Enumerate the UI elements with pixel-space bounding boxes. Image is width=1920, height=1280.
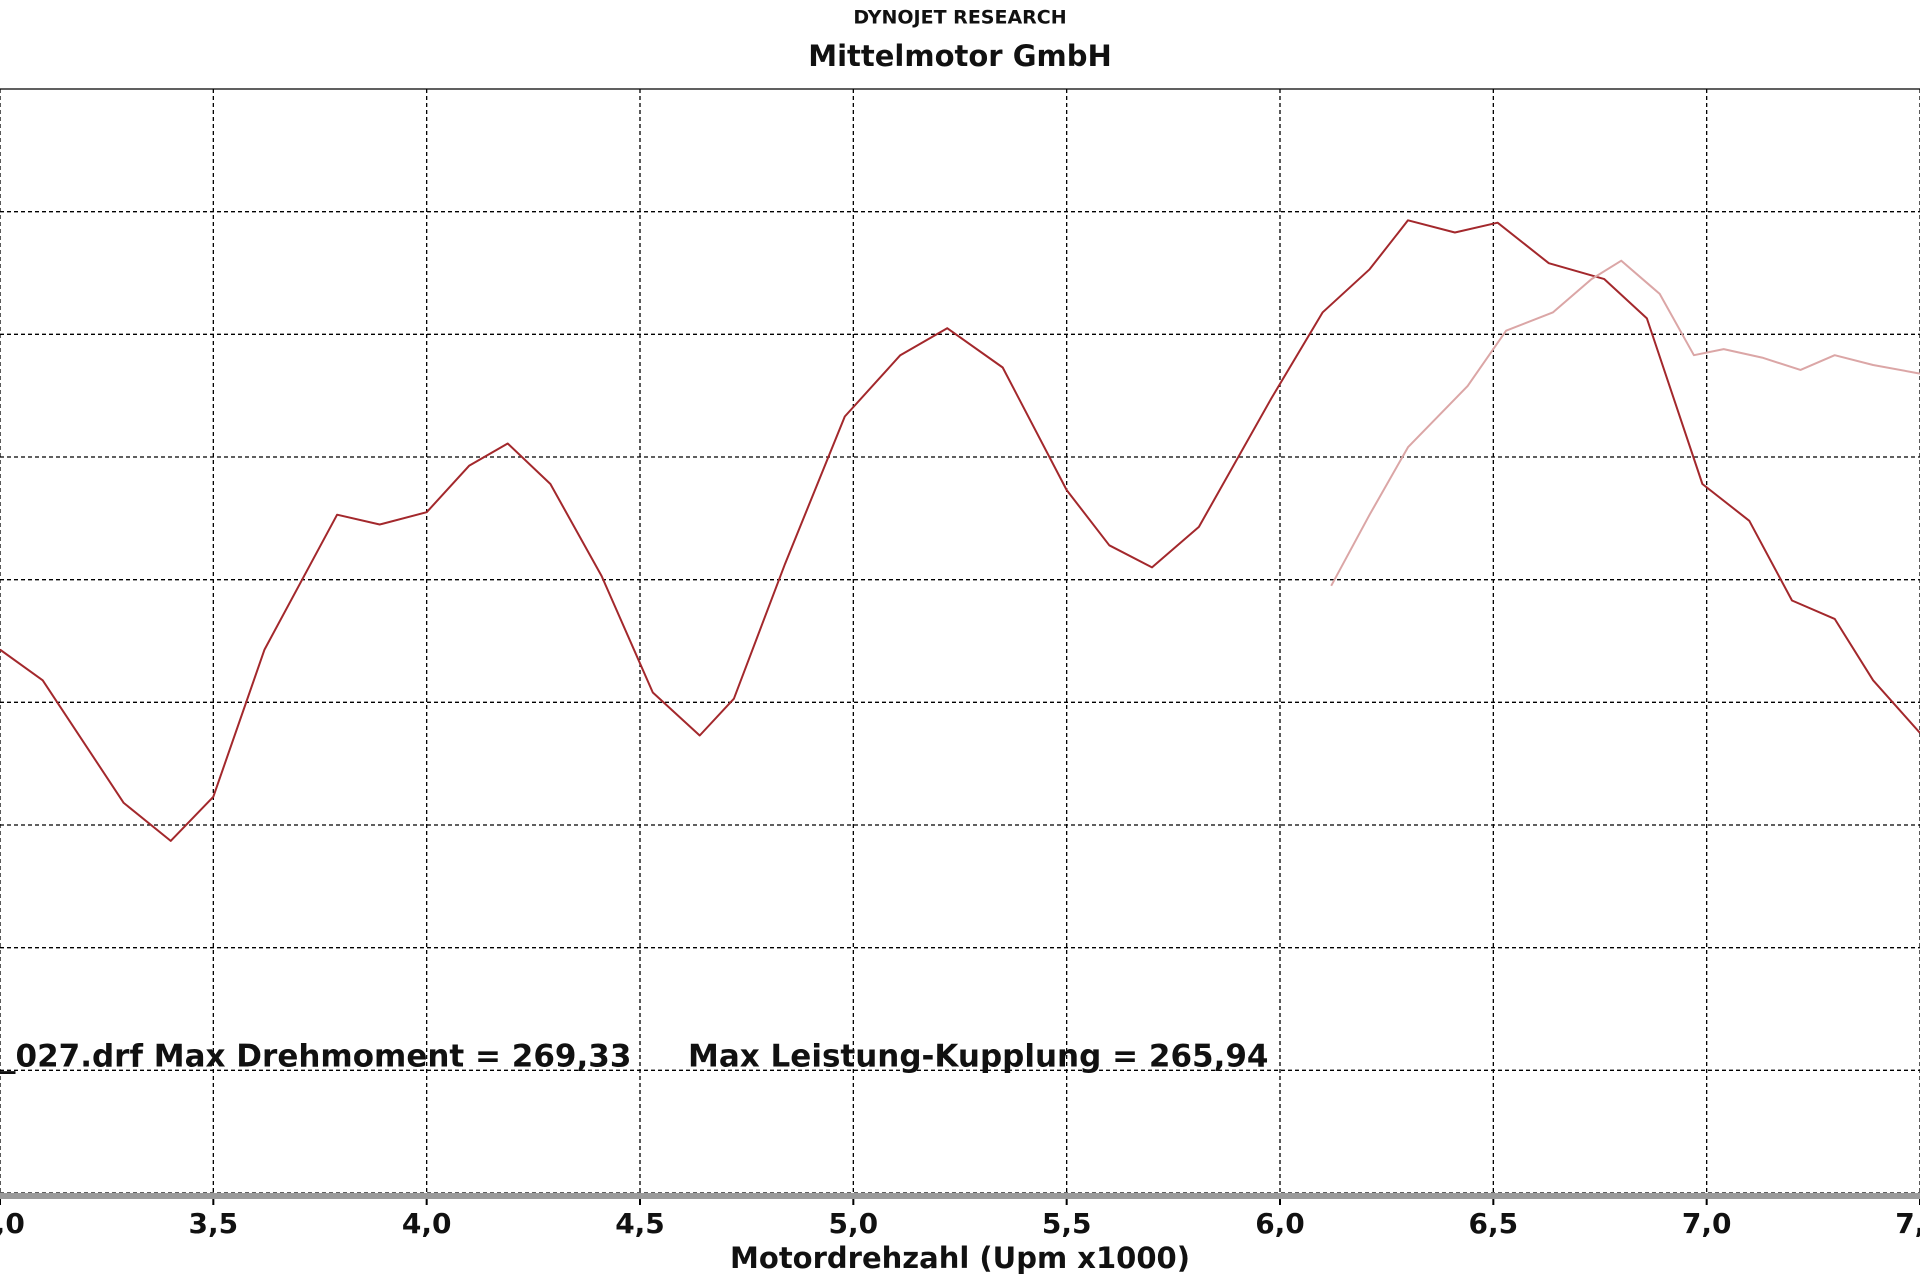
- line-series: [1330, 259, 1920, 587]
- x-tick-label: 4,0: [402, 1207, 452, 1240]
- annotation: Max Leistung-Kupplung = 265,94: [688, 1039, 1269, 1075]
- x-axis-label: Motordrehzahl (Upm x1000): [730, 1241, 1190, 1275]
- line-series: [0, 219, 1920, 842]
- x-axis-bar: [0, 1193, 1920, 1199]
- x-tick-label: 7,5: [1895, 1207, 1920, 1240]
- x-tick-label: 5,5: [1042, 1207, 1092, 1240]
- chart-supertitle: DYNOJET RESEARCH: [853, 7, 1066, 29]
- x-tick-label: 3,0: [0, 1207, 25, 1240]
- x-tick-label: 4,5: [615, 1207, 665, 1240]
- annotation: _027.drf Max Drehmoment = 269,33: [0, 1039, 631, 1075]
- x-tick-label: 5,0: [829, 1207, 879, 1240]
- x-tick-label: 6,0: [1255, 1207, 1305, 1240]
- x-tick-label: 6,5: [1469, 1207, 1519, 1240]
- chart-title: Mittelmotor GmbH: [808, 39, 1112, 73]
- x-tick-label: 3,5: [189, 1207, 239, 1240]
- x-tick-label: 7,0: [1682, 1207, 1732, 1240]
